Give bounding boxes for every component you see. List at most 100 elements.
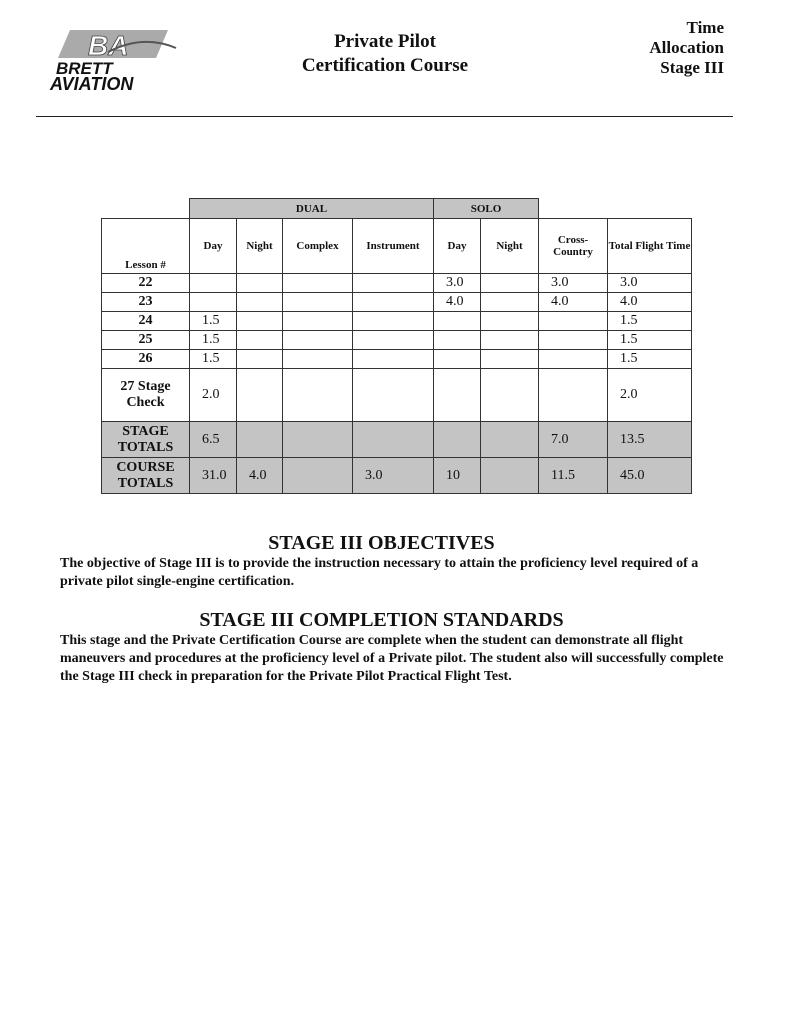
time-cell (352, 292, 434, 312)
header-divider (36, 116, 733, 117)
column-header: Complex (282, 218, 353, 274)
lesson-cell: 22 (101, 273, 190, 293)
svg-text:AVIATION: AVIATION (49, 74, 134, 92)
table-row: 24 1.5 1.5 (101, 311, 692, 331)
table-row: 27 Stage Check 2.0 2.0 (101, 368, 692, 422)
time-cell (236, 330, 283, 350)
time-cell: 11.5 (538, 457, 608, 494)
time-cell: 7.0 (538, 421, 608, 458)
table-row: 25 1.5 1.5 (101, 330, 692, 350)
time-allocation-table: DUAL SOLO Lesson # Day Night Complex Instrum… (101, 198, 692, 494)
time-cell: 1.5 (189, 311, 237, 331)
time-cell (433, 311, 481, 331)
time-cell (236, 368, 283, 422)
dual-header: DUAL (189, 198, 434, 219)
svg-text:BRETT: BRETT (56, 59, 114, 78)
column-header: Cross-Country (538, 218, 608, 274)
lesson-cell: 23 (101, 292, 190, 312)
time-cell (433, 368, 481, 422)
time-cell (433, 421, 481, 458)
lesson-cell: COURSE TOTALS (101, 457, 190, 494)
time-cell (352, 273, 434, 293)
time-cell (189, 273, 237, 293)
time-cell: 3.0 (538, 273, 608, 293)
objectives-text: The objective of Stage III is to provide… (60, 556, 699, 589)
time-cell: 6.5 (189, 421, 237, 458)
time-cell: 1.5 (189, 330, 237, 350)
time-cell: 2.0 (607, 368, 692, 422)
time-cell (236, 292, 283, 312)
time-cell (282, 292, 353, 312)
time-cell: 1.5 (607, 330, 692, 350)
time-cell (538, 368, 608, 422)
time-cell: 3.0 (607, 273, 692, 293)
brett-aviation-logo: BA BRETT AVIATION (49, 30, 177, 92)
table-row: 22 3.0 3.0 3.0 (101, 273, 692, 293)
column-header: Day (189, 218, 237, 274)
time-cell (189, 292, 237, 312)
column-header: Total Flight Time (607, 218, 692, 274)
time-cell (480, 368, 539, 422)
time-cell: 13.5 (607, 421, 692, 458)
time-cell: 2.0 (189, 368, 237, 422)
time-cell: 4.0 (538, 292, 608, 312)
time-cell (236, 349, 283, 369)
time-cell: 4.0 (236, 457, 283, 494)
time-cell (282, 349, 353, 369)
completion-heading: STAGE III COMPLETION STANDARDS (199, 609, 564, 631)
time-cell (480, 292, 539, 312)
column-header: Day (433, 218, 481, 274)
stage-label: Time Allocation Stage III (649, 18, 724, 78)
time-cell: 1.5 (189, 349, 237, 369)
time-cell (236, 311, 283, 331)
title-line-2: Certification Course (301, 55, 469, 76)
time-cell (480, 421, 539, 458)
column-header: Night (236, 218, 283, 274)
completion-text: This stage and the Private Certification… (60, 633, 724, 684)
time-cell: 3.0 (352, 457, 434, 494)
time-cell (282, 368, 353, 422)
table-row: 23 4.0 4.0 4.0 (101, 292, 692, 312)
time-cell (538, 330, 608, 350)
lesson-cell: 24 (101, 311, 190, 331)
time-cell (480, 311, 539, 331)
time-cell (352, 421, 434, 458)
lesson-cell: 26 (101, 349, 190, 369)
course-totals-row: COURSE TOTALS 31.0 4.0 3.0 10 11.5 45.0 (101, 457, 692, 494)
time-cell: 3.0 (433, 273, 481, 293)
time-cell (282, 457, 353, 494)
time-cell (352, 368, 434, 422)
objectives-heading: STAGE III OBJECTIVES (268, 532, 495, 554)
time-cell: 1.5 (607, 311, 692, 331)
time-cell (538, 311, 608, 331)
stage-line-2: Allocation (649, 38, 724, 57)
title-line-1: Private Pilot (334, 31, 436, 52)
time-cell: 31.0 (189, 457, 237, 494)
stage-totals-row: STAGE TOTALS 6.5 7.0 13.5 (101, 421, 692, 458)
time-cell (236, 273, 283, 293)
time-cell (282, 273, 353, 293)
time-cell (282, 311, 353, 331)
time-cell (538, 349, 608, 369)
time-cell (433, 349, 481, 369)
time-cell: 4.0 (433, 292, 481, 312)
lesson-cell: STAGE TOTALS (101, 421, 190, 458)
lesson-column-header: Lesson # (101, 218, 190, 274)
time-cell: 1.5 (607, 349, 692, 369)
time-cell (352, 330, 434, 350)
time-cell (282, 330, 353, 350)
lesson-cell: 25 (101, 330, 190, 350)
time-cell (480, 330, 539, 350)
time-cell (282, 421, 353, 458)
time-cell: 10 (433, 457, 481, 494)
time-cell (433, 330, 481, 350)
time-cell (480, 457, 539, 494)
stage-line-3: Stage III (660, 58, 724, 77)
time-cell: 4.0 (607, 292, 692, 312)
solo-header: SOLO (433, 198, 539, 219)
time-cell: 45.0 (607, 457, 692, 494)
time-cell (352, 311, 434, 331)
time-cell (480, 273, 539, 293)
time-cell (352, 349, 434, 369)
